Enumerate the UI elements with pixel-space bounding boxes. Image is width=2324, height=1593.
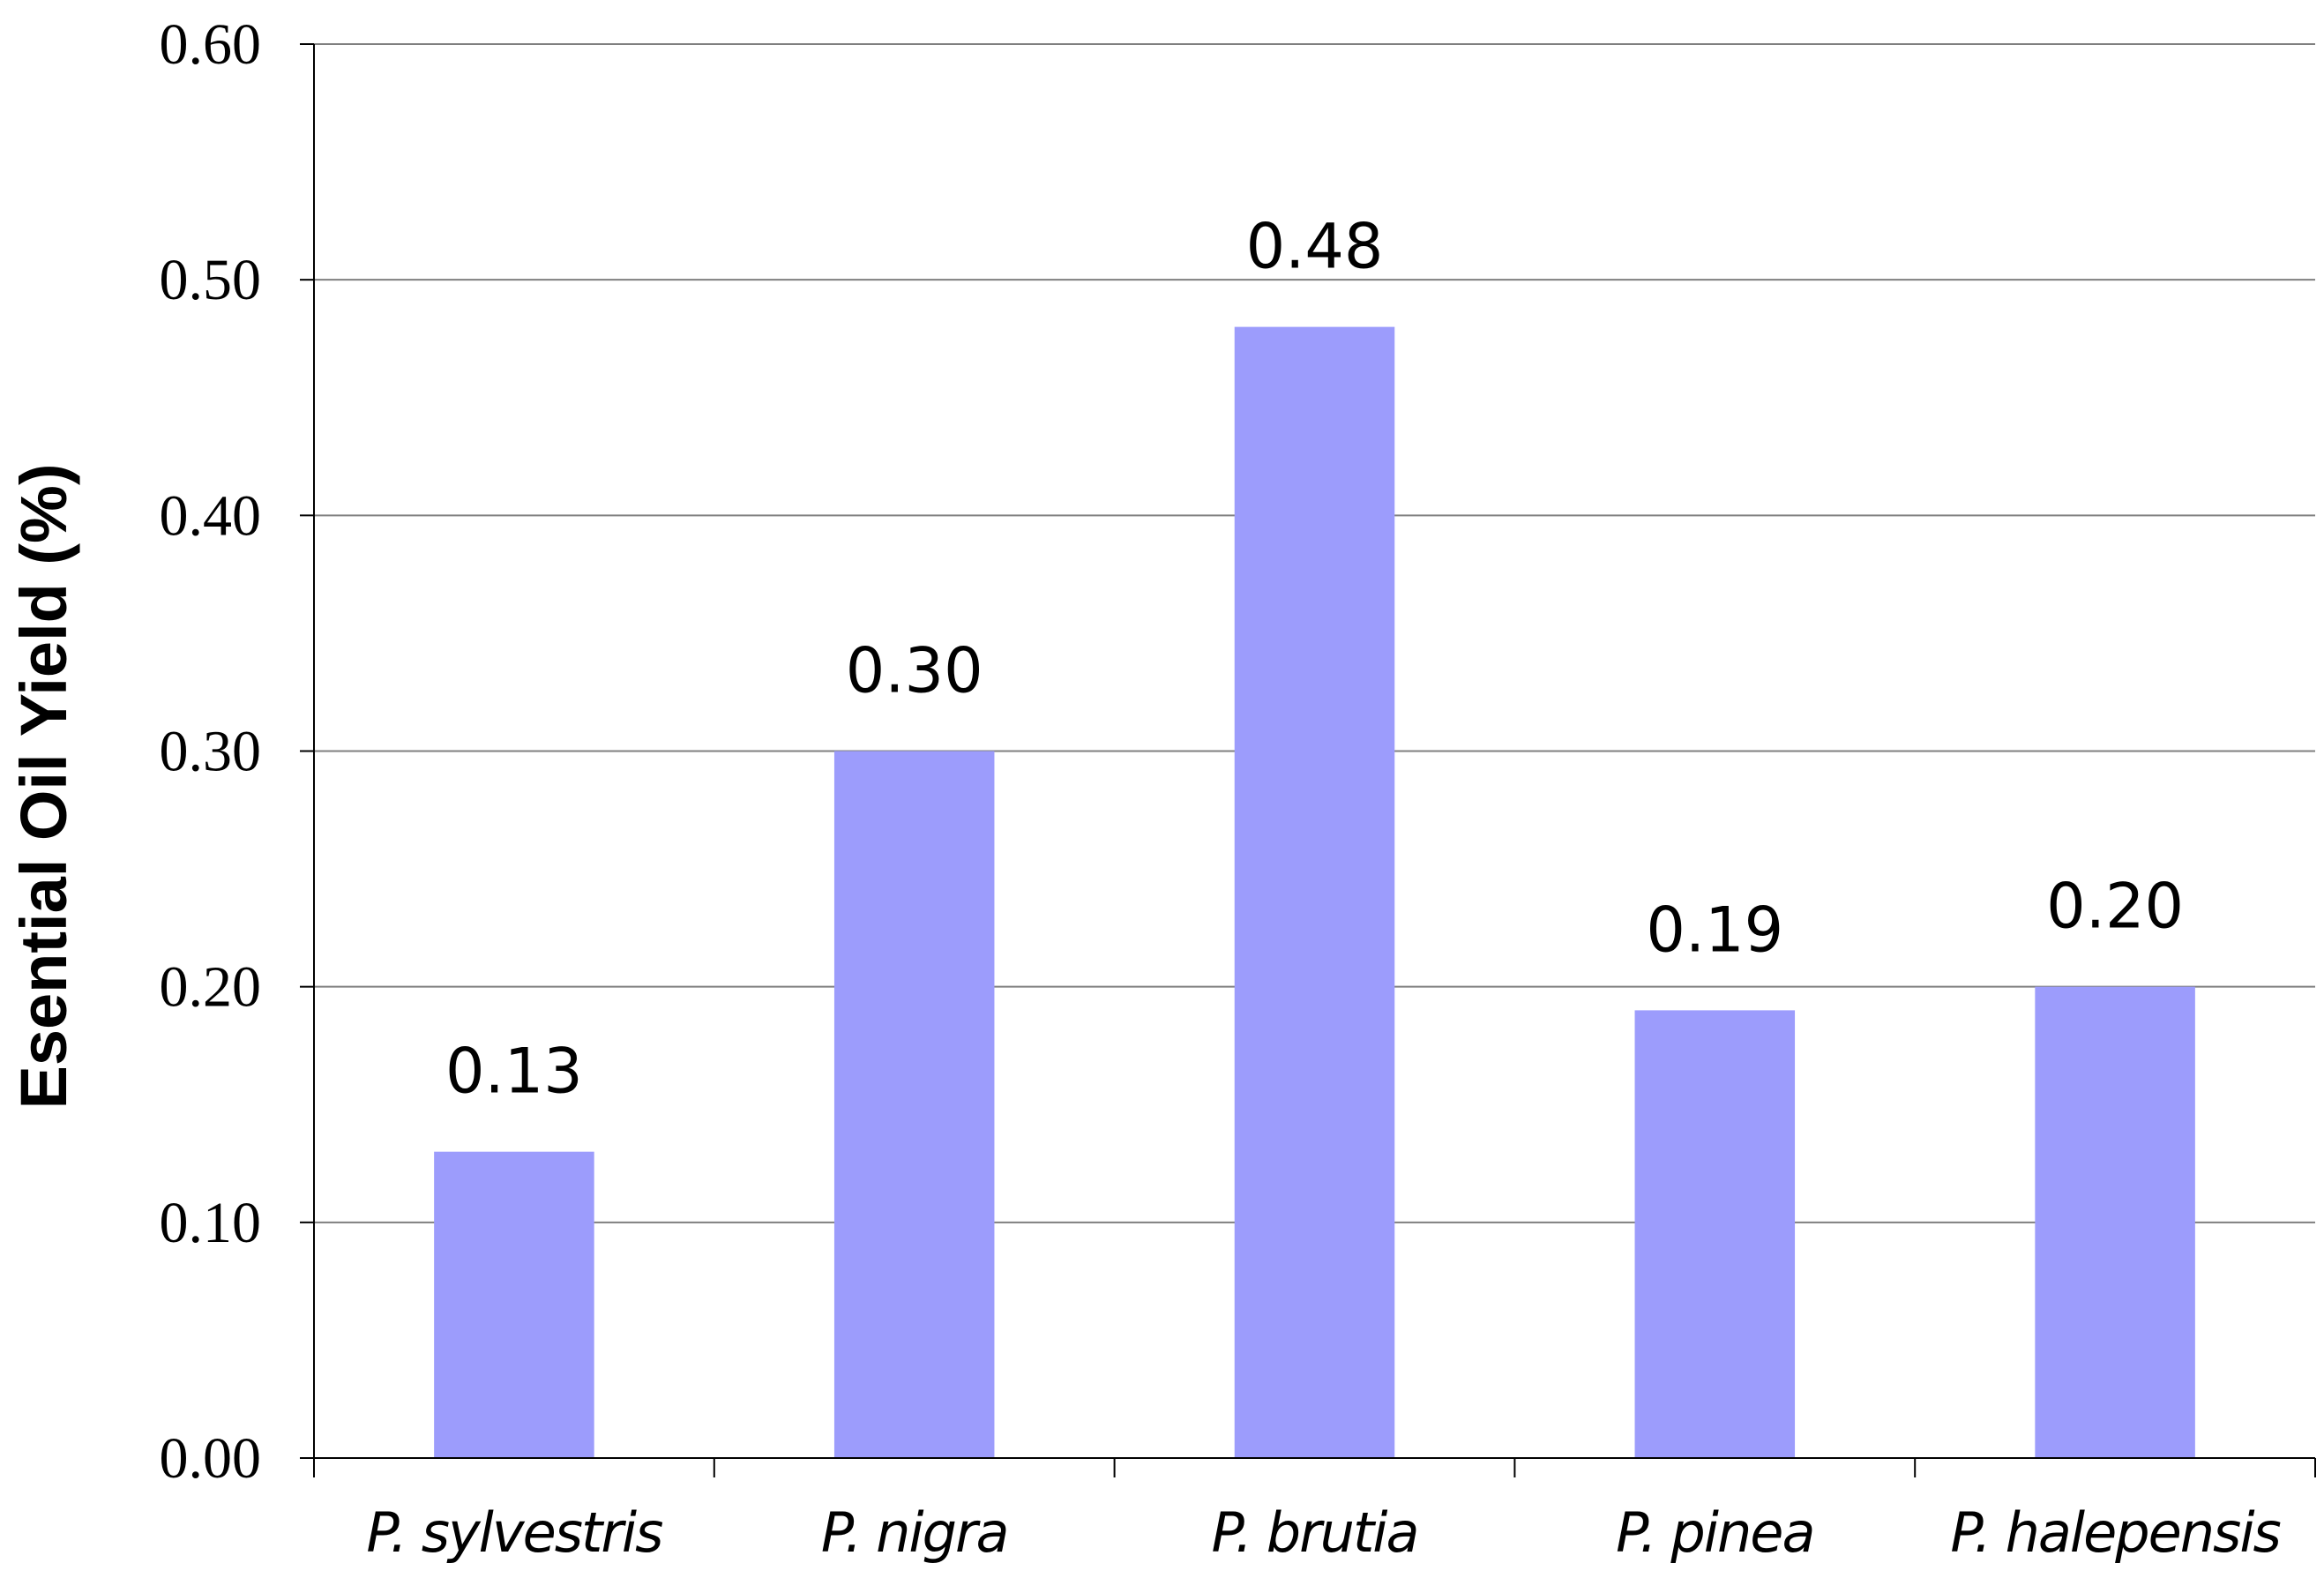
x-tick-labels: P. sylvestris P. nigra P. brutia P. pinea P.… [366, 1500, 2282, 1565]
data-label: 0.30 [846, 635, 983, 707]
y-tick-label: 0.50 [160, 248, 262, 312]
x-tick-label: P. nigra [821, 1500, 1008, 1565]
bar [1634, 1010, 1796, 1458]
y-tick-label: 0.60 [160, 12, 262, 77]
y-tick-label: 0.10 [160, 1191, 262, 1255]
data-label: 0.48 [1246, 211, 1384, 283]
y-axis-title: Esential Oil Yield (%) [7, 464, 80, 1110]
data-label: 0.20 [2046, 871, 2184, 943]
x-tick-label: P. brutia [1212, 1500, 1418, 1565]
y-tick-label: 0.30 [160, 720, 262, 784]
data-labels: 0.13 0.30 0.48 0.19 0.20 [445, 211, 2184, 1108]
y-tick-label: 0.40 [160, 483, 262, 548]
x-tick-label: P. halepensis [1950, 1500, 2280, 1565]
y-tick-label: 0.00 [160, 1426, 262, 1491]
x-tick-label: P. sylvestris [366, 1500, 662, 1565]
x-tick-label: P. pinea [1616, 1500, 1813, 1565]
bar [434, 1151, 594, 1458]
y-tick-label: 0.20 [160, 955, 262, 1020]
data-label: 0.19 [1646, 894, 1783, 966]
axes [300, 43, 2316, 1477]
bars [434, 326, 2195, 1459]
bar [833, 751, 995, 1458]
y-tick-labels: 0.00 0.10 0.20 0.30 0.40 0.50 0.60 [160, 12, 262, 1491]
bar [1234, 326, 1395, 1459]
bar [2035, 986, 2195, 1458]
data-label: 0.13 [445, 1036, 583, 1108]
